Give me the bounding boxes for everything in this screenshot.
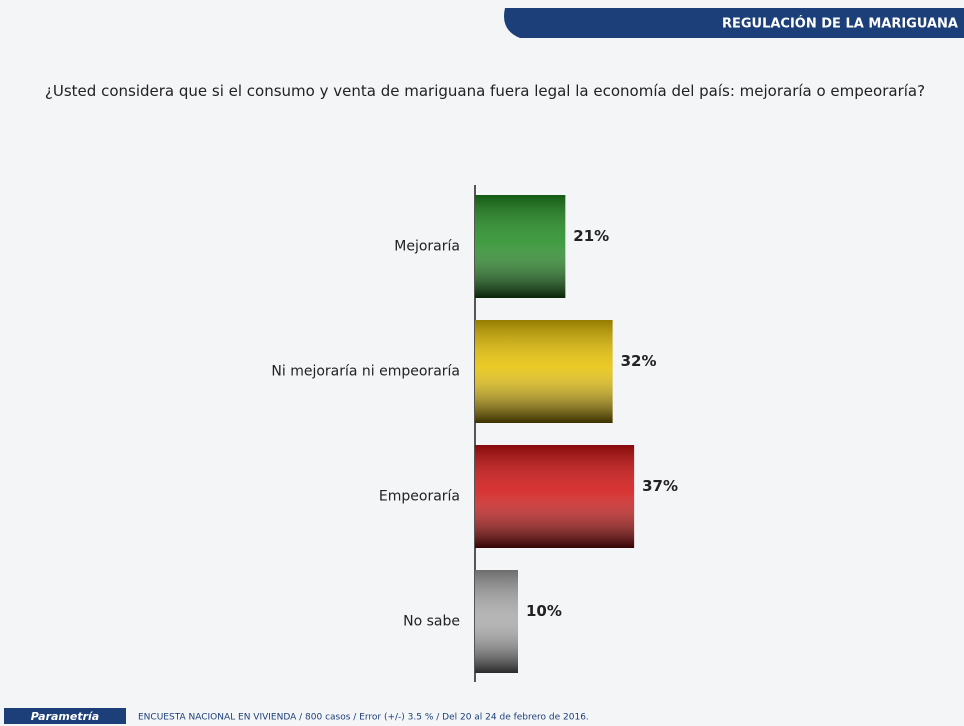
bar-shade [475,195,566,298]
category-label: Mejoraría [394,239,460,255]
category-label: No sabe [403,614,460,630]
value-label: 37% [642,477,678,495]
category-label: Empeoraría [379,489,460,505]
value-label: 32% [621,352,657,370]
bar-shade [475,320,613,423]
question-box: ¿Usted considera que si el consumo y ven… [44,82,926,100]
logo-badge [4,708,126,724]
bar-shade [475,570,518,673]
logo: Parametría [31,710,99,723]
category-label: Ni mejoraría ni empeoraría [271,364,460,380]
bar-shade [475,445,635,548]
chart-title: ¿Usted considera que si el consumo y ven… [44,82,926,100]
footnote: ENCUESTA NACIONAL EN VIVIENDA / 800 caso… [138,713,589,723]
bars: Mejoraría 21% Ni mejoraría ni empeoraría 32… [271,195,678,673]
value-label: 10% [526,602,562,620]
header-title: REGULACIÓN DE LA MARIGUANA [722,16,958,32]
header-banner [504,8,964,38]
value-label: 21% [573,227,609,245]
